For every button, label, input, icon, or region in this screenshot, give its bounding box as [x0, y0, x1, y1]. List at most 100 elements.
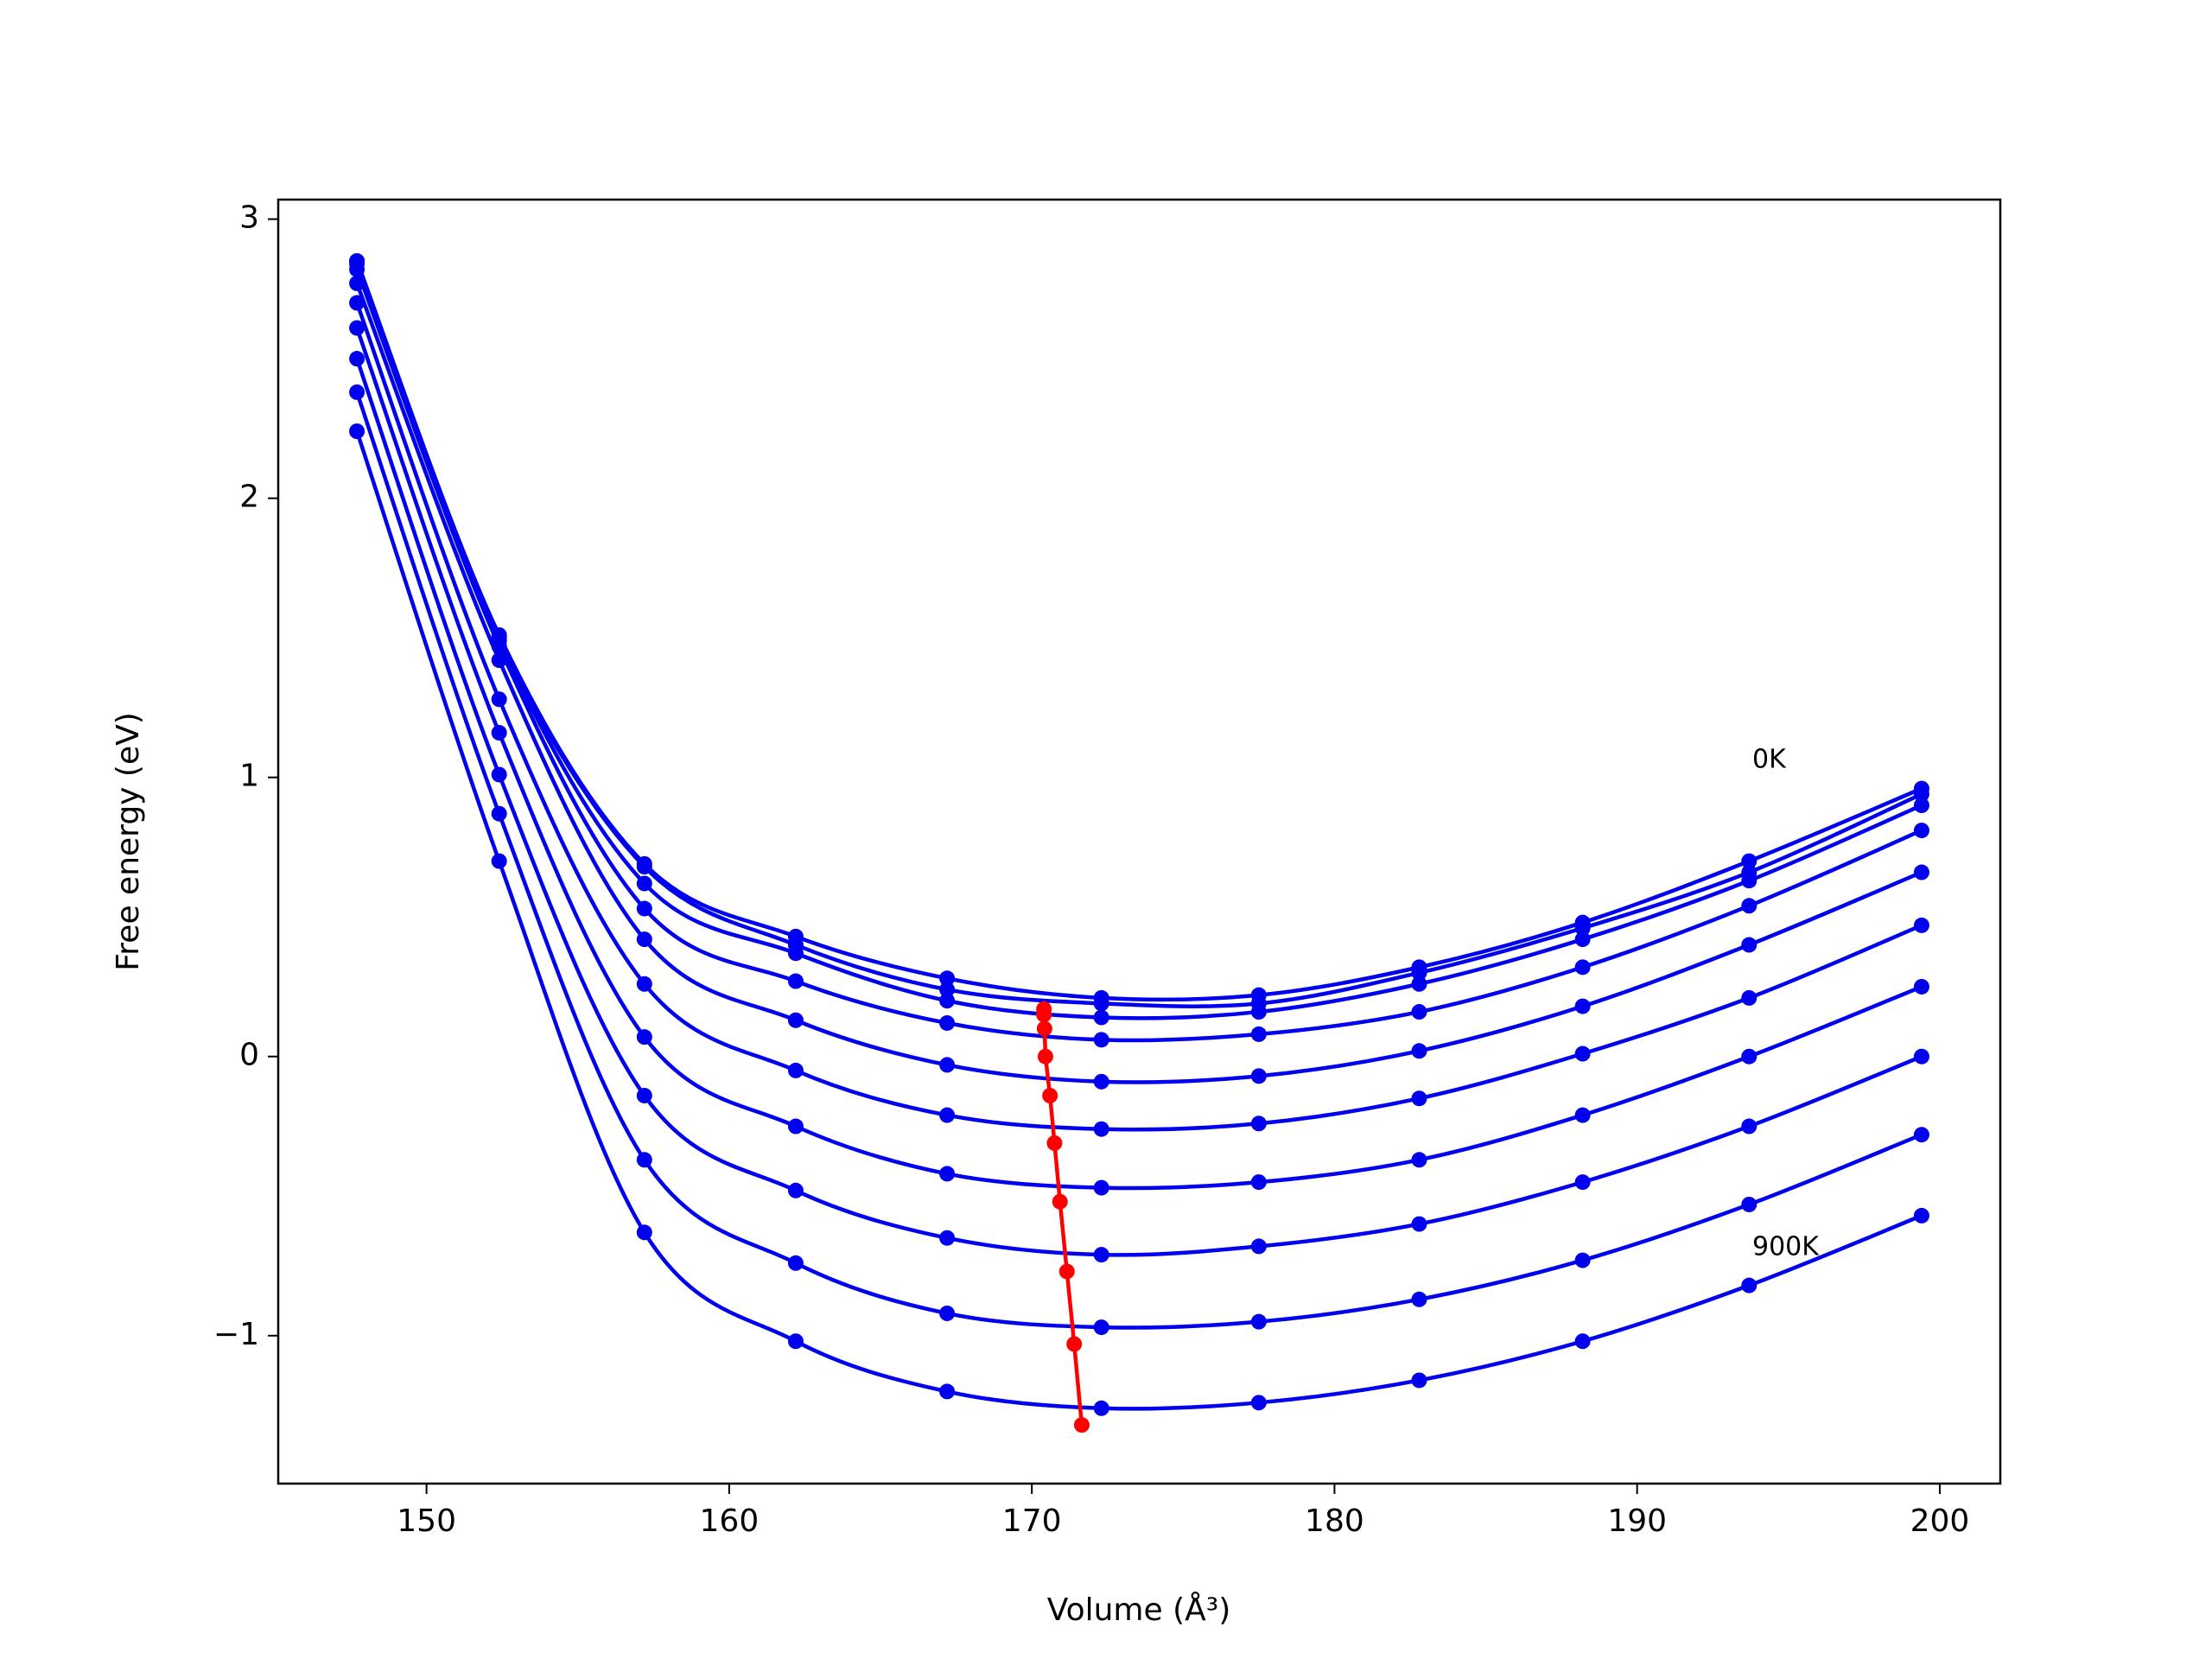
data-point	[787, 1118, 804, 1135]
data-point	[636, 1152, 652, 1168]
data-point	[939, 1383, 956, 1400]
data-point	[1741, 1277, 1758, 1294]
data-point	[1574, 1174, 1591, 1191]
data-point	[1574, 1046, 1591, 1062]
data-point	[349, 295, 365, 311]
data-point	[1913, 786, 1929, 803]
data-point	[787, 1333, 804, 1350]
data-point	[1250, 1026, 1267, 1042]
x-tick-label: 190	[1607, 1503, 1667, 1539]
data-point	[636, 1029, 652, 1046]
data-point	[1913, 823, 1929, 839]
fit-curve	[354, 391, 1923, 1330]
y-tick-label: −1	[213, 1317, 259, 1352]
data-point	[636, 976, 652, 992]
data-point	[1574, 1107, 1591, 1123]
data-point	[491, 652, 507, 669]
minimum-point	[1052, 1193, 1068, 1210]
data-point	[349, 423, 365, 440]
data-point	[491, 853, 507, 869]
data-point	[491, 766, 507, 783]
y-tick-label: 0	[239, 1038, 259, 1073]
data-point	[1913, 917, 1929, 933]
plot-frame	[276, 198, 2002, 1485]
data-point	[1093, 995, 1109, 1012]
minimum-point	[1058, 1263, 1075, 1280]
data-point	[939, 1014, 956, 1031]
data-point	[1250, 1174, 1267, 1191]
data-point	[636, 1224, 652, 1241]
fit-curve	[354, 260, 1923, 1008]
data-point	[939, 1305, 956, 1321]
data-point	[1093, 1073, 1109, 1090]
data-point	[636, 859, 652, 875]
data-point	[1411, 964, 1427, 981]
data-point	[1093, 1179, 1109, 1196]
data-point	[491, 725, 507, 741]
data-point	[1250, 1004, 1267, 1020]
data-point	[787, 1182, 804, 1198]
data-point	[1574, 920, 1591, 937]
data-point	[787, 1062, 804, 1078]
fit-curve	[354, 302, 1923, 1132]
data-point	[939, 970, 956, 987]
data-point	[491, 805, 507, 822]
minimum-point	[1042, 1087, 1058, 1103]
data-point	[939, 993, 956, 1009]
data-point	[1250, 1068, 1267, 1084]
data-point	[1741, 898, 1758, 914]
minimum-point	[1073, 1417, 1090, 1433]
data-point	[1093, 1400, 1109, 1416]
y-tick-label: 2	[239, 480, 259, 515]
data-point	[1741, 937, 1758, 953]
data-point	[1411, 1043, 1427, 1059]
data-point	[1411, 1152, 1427, 1168]
x-tick-label: 180	[1305, 1503, 1364, 1539]
data-point	[1093, 1009, 1109, 1026]
data-point	[1913, 798, 1929, 814]
annotation: 900K	[1752, 1232, 1820, 1262]
x-tick-label: 200	[1910, 1503, 1970, 1539]
data-point	[1574, 998, 1591, 1014]
minimum-point	[1037, 1048, 1053, 1065]
x-axis-label: Volume (Å³)	[1047, 1591, 1230, 1628]
x-tick-label: 150	[397, 1503, 456, 1539]
data-point	[1574, 1333, 1591, 1350]
fit-curve	[354, 283, 1923, 1084]
annotation: 0K	[1752, 745, 1787, 775]
data-point	[1250, 1313, 1267, 1330]
data-point	[1913, 864, 1929, 880]
data-point	[1093, 1247, 1109, 1263]
data-point	[1741, 989, 1758, 1006]
data-point	[1741, 873, 1758, 889]
data-point	[787, 1255, 804, 1271]
fit-curve	[354, 268, 1923, 1043]
data-point	[1741, 1196, 1758, 1212]
data-point	[1411, 1216, 1427, 1232]
data-point	[1574, 1252, 1591, 1268]
data-point	[636, 1087, 652, 1103]
data-point	[1913, 978, 1929, 995]
data-point	[1250, 1395, 1267, 1411]
data-point	[349, 261, 365, 277]
data-point	[1411, 1291, 1427, 1307]
data-point	[1411, 1372, 1427, 1389]
data-point	[1574, 959, 1591, 976]
data-point	[787, 1012, 804, 1028]
data-point	[1574, 931, 1591, 948]
data-point	[1411, 1004, 1427, 1020]
data-point	[1250, 1116, 1267, 1132]
data-point	[349, 351, 365, 367]
data-point	[1913, 1207, 1929, 1224]
data-point	[939, 1057, 956, 1073]
x-tick-label: 170	[1002, 1503, 1062, 1539]
data-point	[1913, 1048, 1929, 1065]
minimum-point	[1046, 1135, 1063, 1151]
data-point	[349, 320, 365, 336]
data-point	[1411, 976, 1427, 992]
fit-curve	[354, 327, 1923, 1191]
data-point	[1411, 1090, 1427, 1107]
minimum-point	[1066, 1336, 1083, 1352]
y-tick-label: 3	[239, 200, 259, 236]
